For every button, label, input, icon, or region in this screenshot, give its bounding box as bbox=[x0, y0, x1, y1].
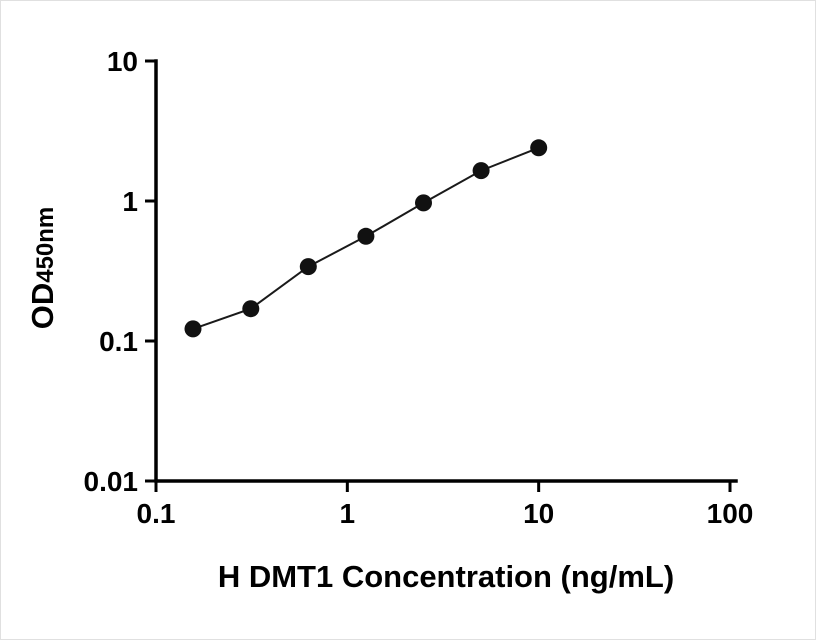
y-tick-label: 1 bbox=[122, 186, 138, 217]
x-tick-label: 10 bbox=[523, 498, 554, 529]
x-tick-label: 100 bbox=[707, 498, 754, 529]
y-axis-title-main: OD bbox=[25, 283, 60, 330]
y-axis-title-sub: 450nm bbox=[32, 207, 59, 283]
x-tick-label: 0.1 bbox=[137, 498, 176, 529]
y-tick-label: 0.01 bbox=[84, 466, 139, 497]
y-axis-title: OD450nm bbox=[25, 207, 60, 330]
x-tick-label: 1 bbox=[340, 498, 356, 529]
y-tick-label: 0.1 bbox=[99, 326, 138, 357]
axis-lines bbox=[154, 59, 738, 483]
data-point bbox=[357, 227, 375, 245]
data-point bbox=[472, 162, 490, 180]
data-point bbox=[415, 194, 432, 212]
data-point bbox=[184, 320, 202, 338]
axes-layer bbox=[145, 59, 738, 492]
data-point bbox=[530, 139, 548, 157]
y-tick-label: 10 bbox=[107, 46, 138, 77]
data-series-layer bbox=[184, 139, 548, 338]
data-point bbox=[299, 258, 317, 276]
data-point bbox=[242, 300, 260, 318]
x-axis-title: H DMT1 Concentration (ng/mL) bbox=[218, 559, 674, 594]
